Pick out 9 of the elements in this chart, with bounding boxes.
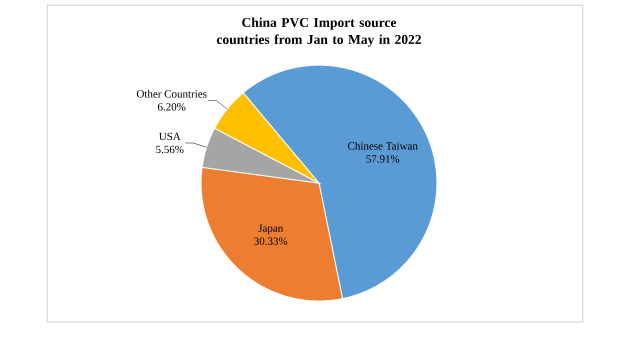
slice-label: Japan bbox=[258, 224, 284, 234]
data-label: 6.20% bbox=[158, 103, 186, 111]
slice-label: Other Countries bbox=[136, 90, 207, 98]
slice-label: USA bbox=[159, 132, 181, 140]
chart-title: China PVC Import source countries from Jan to May in 2022 bbox=[216, 17, 421, 47]
data-label: 5.56% bbox=[156, 146, 184, 154]
data-label: 30.33% bbox=[254, 237, 288, 245]
slice-label: Chinese Taiwan bbox=[348, 142, 418, 150]
data-label: 57.91% bbox=[366, 155, 400, 163]
